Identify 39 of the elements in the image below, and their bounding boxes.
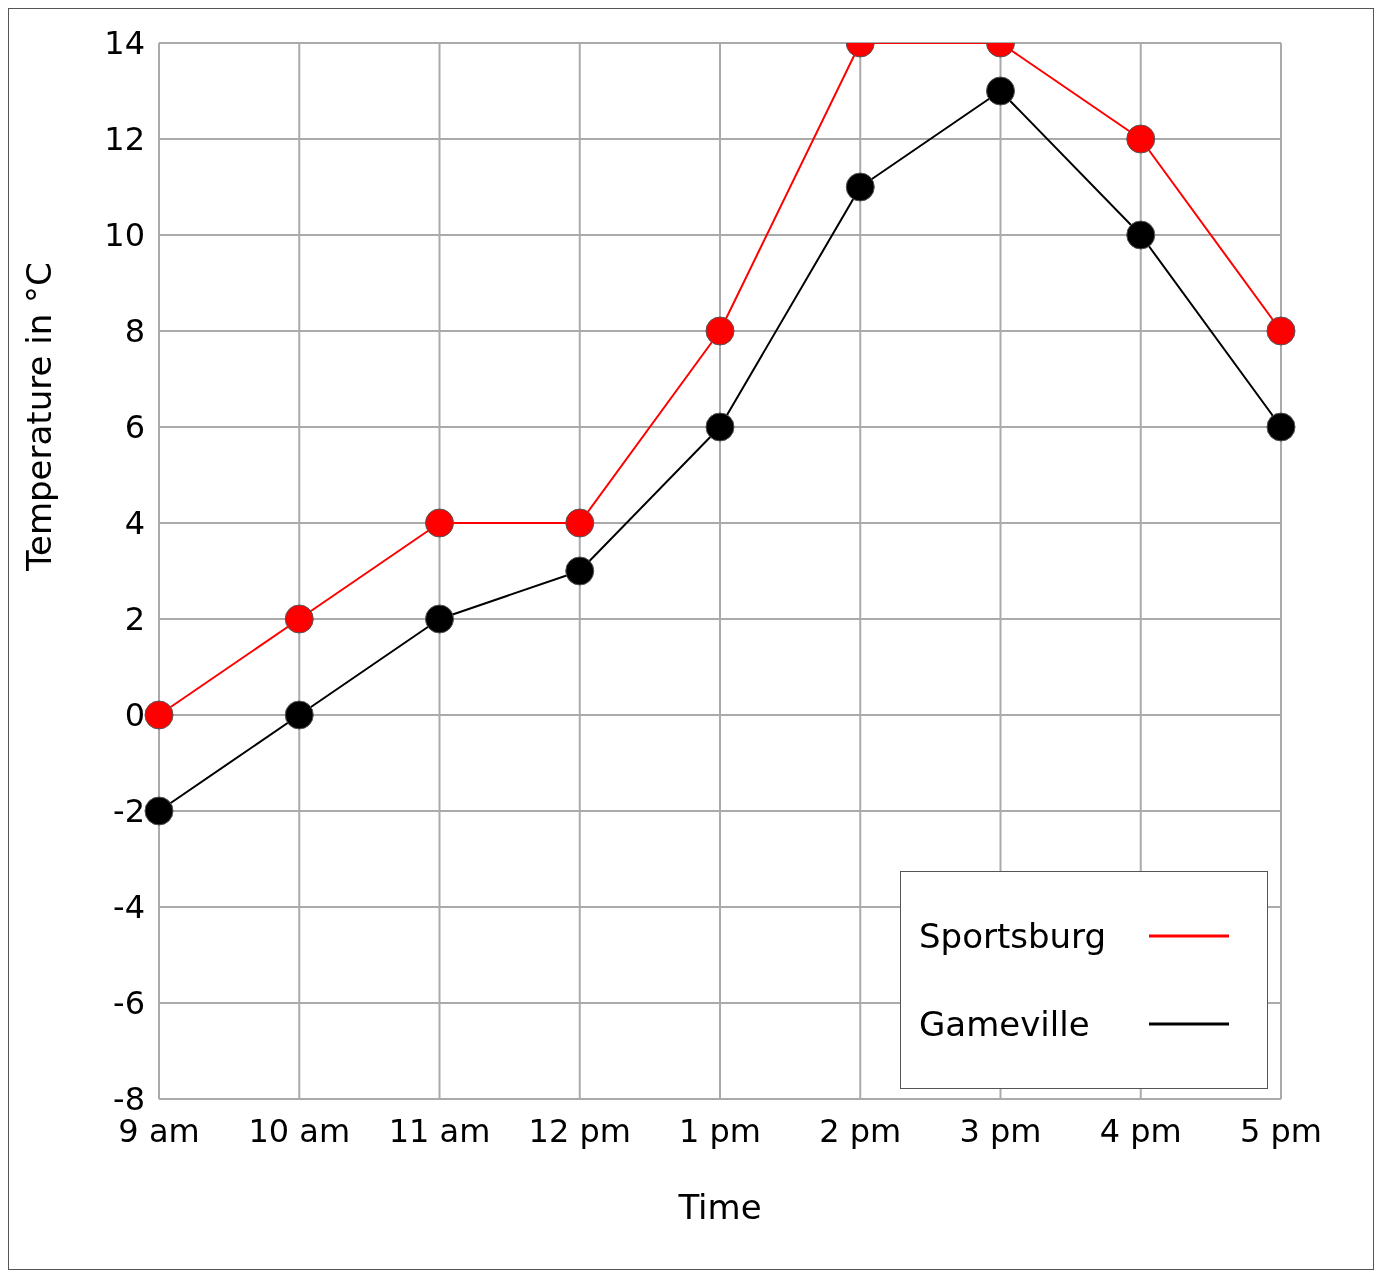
point bbox=[284, 700, 314, 730]
y-tick-label: -6 bbox=[113, 984, 145, 1023]
point bbox=[705, 316, 735, 346]
x-tick-label: 11 am bbox=[388, 1111, 491, 1150]
point bbox=[1126, 220, 1156, 250]
point bbox=[284, 604, 314, 634]
x-tick-label: 10 am bbox=[248, 1111, 351, 1150]
point bbox=[144, 796, 174, 826]
x-tick-label: 12 pm bbox=[528, 1111, 631, 1150]
x-tick-label: 1 pm bbox=[678, 1111, 762, 1150]
point bbox=[845, 172, 875, 202]
point bbox=[1266, 412, 1296, 442]
point bbox=[425, 508, 454, 538]
point bbox=[425, 604, 454, 634]
y-tick-label: 8 bbox=[124, 312, 145, 351]
point bbox=[1126, 124, 1156, 154]
x-tick-label: 2 pm bbox=[819, 1111, 902, 1150]
y-tick-label: -2 bbox=[113, 792, 145, 831]
point bbox=[1266, 316, 1296, 346]
legend-label: Gameville bbox=[919, 1004, 1091, 1044]
point bbox=[705, 412, 735, 442]
y-tick-label: 2 bbox=[124, 600, 145, 639]
point bbox=[144, 700, 174, 730]
point bbox=[565, 508, 595, 538]
point bbox=[986, 76, 1015, 106]
x-tick-label: 4 pm bbox=[1099, 1111, 1182, 1150]
point bbox=[565, 556, 595, 586]
y-tick-label: 14 bbox=[104, 24, 145, 63]
y-tick-label: 4 bbox=[124, 504, 145, 543]
x-tick-label: 3 pm bbox=[959, 1111, 1042, 1150]
y-tick-label: 12 bbox=[104, 120, 145, 159]
y-tick-label: -4 bbox=[113, 888, 145, 927]
x-tick-label: 5 pm bbox=[1239, 1111, 1323, 1150]
y-tick-label: 10 bbox=[104, 216, 145, 255]
x-axis-title: Time bbox=[677, 1187, 762, 1227]
legend-label: Sportsburg bbox=[919, 916, 1108, 956]
y-axis-title: Temperature in °C bbox=[19, 262, 60, 572]
y-tick-label: 0 bbox=[124, 696, 145, 735]
y-tick-label: 6 bbox=[124, 408, 145, 447]
